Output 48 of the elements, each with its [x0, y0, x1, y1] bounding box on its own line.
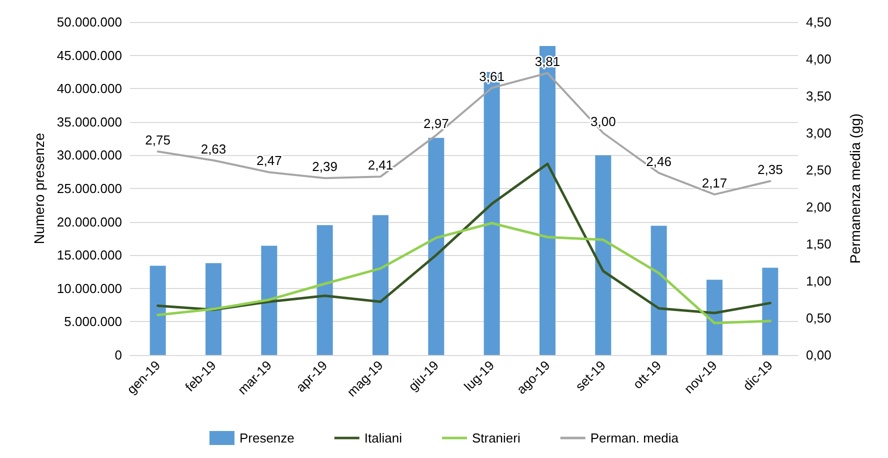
bar	[316, 225, 333, 355]
data-label: 2,39	[312, 159, 338, 174]
y2-axis-title: Permanenza media (gg)	[847, 113, 863, 264]
y-tick-label: 10.000.000	[56, 280, 122, 296]
data-label: 2,41	[368, 158, 394, 173]
y-tick-label: 40.000.000	[56, 81, 122, 96]
data-label: 3,00	[590, 114, 616, 129]
y2-tick-label: 4,00	[806, 52, 832, 66]
y-tick-label: 45.000.000	[56, 48, 122, 63]
bar	[428, 138, 444, 355]
data-label: 2,63	[200, 141, 226, 156]
y-tick-label: 25.000.000	[56, 181, 122, 196]
bar	[650, 226, 667, 355]
y2-tick-label: 3,00	[806, 126, 832, 140]
y-tick-label: 15.000.000	[56, 248, 122, 263]
y-tick-label: 20.000.000	[56, 214, 122, 230]
y-axis-title: Numero presenze	[31, 132, 48, 244]
legend-label: Perman. media	[590, 430, 680, 446]
bar	[150, 266, 166, 355]
legend-label: Stranieri	[472, 430, 520, 446]
data-label: 2,46	[646, 154, 672, 169]
y-tick-label: 0	[114, 348, 122, 362]
y2-tick-label: 2,50	[806, 162, 832, 178]
y2-tick-label: 4,50	[806, 14, 832, 30]
y-tick-label: 30.000.000	[56, 148, 122, 163]
bar	[206, 263, 222, 355]
data-label: 2,35	[758, 162, 783, 178]
y2-tick-label: 3,50	[806, 88, 832, 104]
legend-label: Presenze	[239, 430, 294, 446]
bar	[706, 280, 722, 355]
bar	[261, 246, 278, 355]
data-label: 2,75	[145, 132, 170, 148]
y-tick-label: 35.000.000	[56, 114, 122, 130]
bar	[762, 268, 778, 355]
y2-tick-label: 2,00	[806, 200, 832, 214]
line-series	[156, 222, 772, 324]
y2-tick-label: 0,00	[806, 348, 832, 362]
y-tick-label: 50.000.000	[56, 14, 122, 30]
y-tick-label: 5.000.000	[64, 314, 122, 330]
bar	[595, 155, 612, 355]
y2-tick-label: 1,00	[806, 274, 832, 288]
data-label: 2,47	[256, 153, 282, 168]
data-label: 2,97	[424, 116, 449, 132]
legend-label: Italiani	[364, 430, 402, 446]
y2-tick-label: 1,50	[806, 236, 832, 252]
data-label: 2,17	[702, 175, 728, 190]
y2-tick-label: 0,50	[806, 310, 832, 326]
bar	[372, 215, 388, 355]
